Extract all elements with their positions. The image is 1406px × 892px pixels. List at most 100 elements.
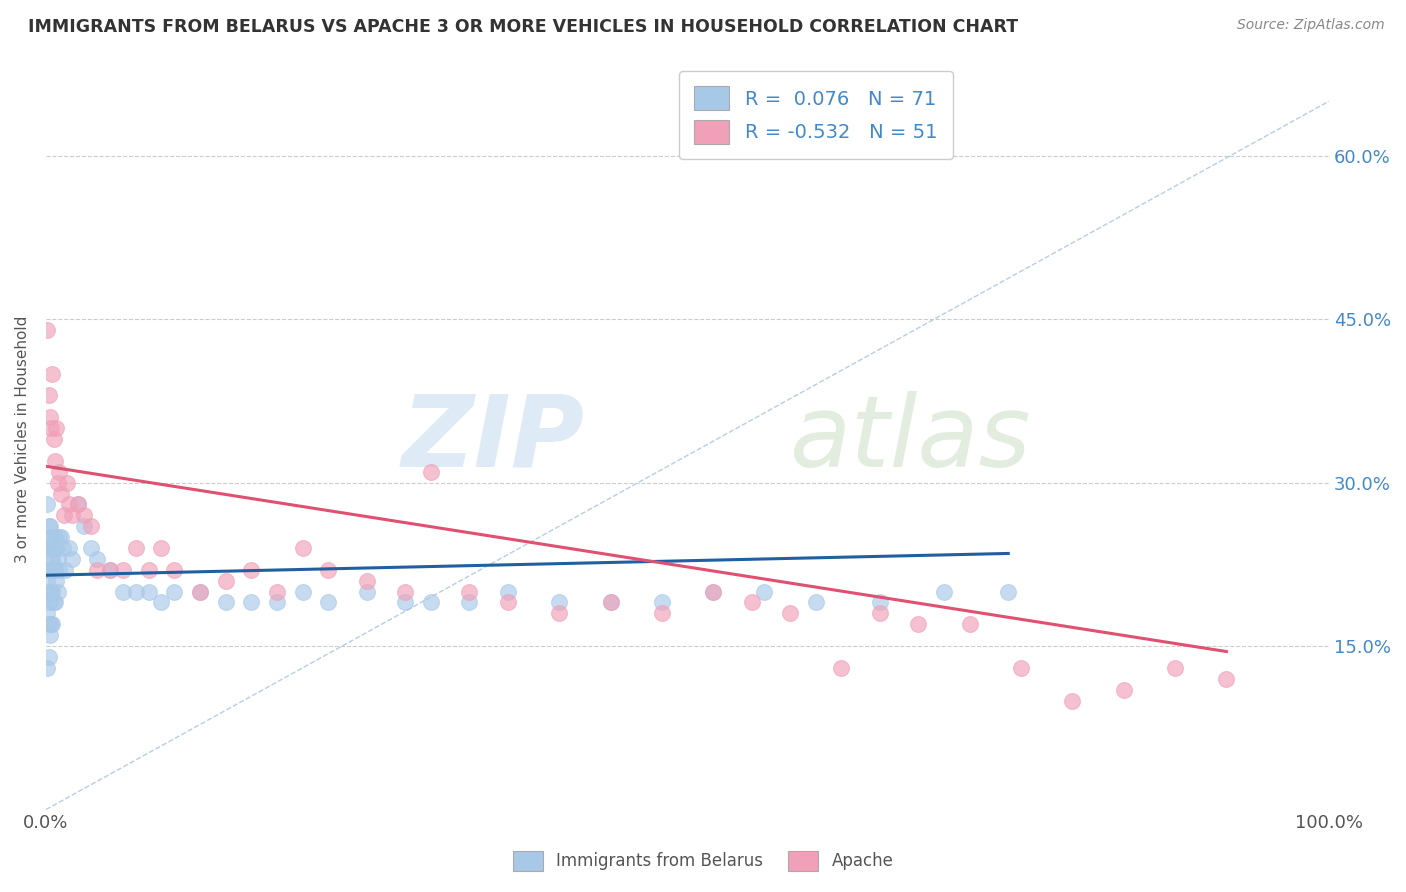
Point bbox=[41, 584, 63, 599]
Point bbox=[46, 584, 69, 599]
Point bbox=[80, 541, 103, 555]
Point bbox=[188, 584, 211, 599]
Y-axis label: 3 or more Vehicles in Household: 3 or more Vehicles in Household bbox=[15, 316, 30, 563]
Point bbox=[98, 563, 121, 577]
Point bbox=[58, 541, 80, 555]
Legend: Immigrants from Belarus, Apache: Immigrants from Belarus, Apache bbox=[505, 842, 901, 880]
Point bbox=[496, 584, 519, 599]
Point bbox=[45, 541, 67, 555]
Point bbox=[869, 607, 891, 621]
Point bbox=[214, 595, 236, 609]
Point bbox=[38, 541, 60, 555]
Point bbox=[266, 584, 288, 599]
Point bbox=[150, 541, 173, 555]
Point bbox=[46, 475, 69, 490]
Point bbox=[41, 617, 63, 632]
Point bbox=[240, 595, 263, 609]
Point bbox=[125, 584, 148, 599]
Point bbox=[42, 595, 65, 609]
Point bbox=[86, 563, 108, 577]
Point bbox=[41, 367, 63, 381]
Point bbox=[997, 584, 1019, 599]
Point bbox=[38, 519, 60, 533]
Point bbox=[38, 388, 60, 402]
Point bbox=[60, 508, 83, 523]
Point bbox=[702, 584, 724, 599]
Point bbox=[38, 541, 60, 555]
Point bbox=[138, 584, 160, 599]
Point bbox=[45, 421, 67, 435]
Point bbox=[41, 552, 63, 566]
Point bbox=[394, 595, 416, 609]
Point bbox=[150, 595, 173, 609]
Point bbox=[55, 475, 77, 490]
Point bbox=[44, 595, 66, 609]
Point bbox=[38, 584, 60, 599]
Point bbox=[548, 607, 571, 621]
Point bbox=[51, 486, 73, 500]
Point bbox=[39, 421, 62, 435]
Point bbox=[188, 584, 211, 599]
Point bbox=[48, 530, 70, 544]
Point bbox=[496, 595, 519, 609]
Text: IMMIGRANTS FROM BELARUS VS APACHE 3 OR MORE VEHICLES IN HOUSEHOLD CORRELATION CH: IMMIGRANTS FROM BELARUS VS APACHE 3 OR M… bbox=[28, 18, 1018, 36]
Point bbox=[458, 595, 481, 609]
Point bbox=[39, 552, 62, 566]
Point bbox=[804, 595, 827, 609]
Point bbox=[419, 595, 441, 609]
Point bbox=[48, 465, 70, 479]
Point bbox=[125, 541, 148, 555]
Point bbox=[44, 563, 66, 577]
Point bbox=[214, 574, 236, 588]
Point bbox=[38, 519, 60, 533]
Point bbox=[37, 541, 59, 555]
Point bbox=[39, 530, 62, 544]
Point bbox=[38, 595, 60, 609]
Point bbox=[316, 595, 339, 609]
Point bbox=[42, 432, 65, 446]
Point bbox=[599, 595, 621, 609]
Point bbox=[39, 584, 62, 599]
Point bbox=[98, 563, 121, 577]
Point bbox=[44, 530, 66, 544]
Point bbox=[1062, 693, 1084, 707]
Point bbox=[37, 497, 59, 511]
Point bbox=[394, 584, 416, 599]
Point bbox=[42, 563, 65, 577]
Point bbox=[779, 607, 801, 621]
Point bbox=[45, 574, 67, 588]
Point bbox=[266, 595, 288, 609]
Point bbox=[458, 584, 481, 599]
Point bbox=[111, 584, 134, 599]
Point bbox=[932, 584, 955, 599]
Point bbox=[1010, 661, 1032, 675]
Point bbox=[67, 497, 90, 511]
Point bbox=[356, 584, 378, 599]
Point bbox=[138, 563, 160, 577]
Point bbox=[42, 541, 65, 555]
Point bbox=[52, 508, 75, 523]
Point bbox=[46, 552, 69, 566]
Point bbox=[38, 410, 60, 425]
Point bbox=[48, 563, 70, 577]
Point bbox=[419, 465, 441, 479]
Point bbox=[907, 617, 929, 632]
Point bbox=[291, 541, 314, 555]
Point bbox=[44, 454, 66, 468]
Point bbox=[651, 607, 673, 621]
Point bbox=[548, 595, 571, 609]
Point bbox=[702, 584, 724, 599]
Text: ZIP: ZIP bbox=[402, 391, 585, 488]
Point bbox=[52, 541, 75, 555]
Point bbox=[58, 497, 80, 511]
Point bbox=[111, 563, 134, 577]
Legend: R =  0.076   N = 71, R = -0.532   N = 51: R = 0.076 N = 71, R = -0.532 N = 51 bbox=[679, 70, 953, 159]
Point bbox=[86, 552, 108, 566]
Point bbox=[291, 584, 314, 599]
Point bbox=[599, 595, 621, 609]
Point bbox=[73, 508, 96, 523]
Point bbox=[316, 563, 339, 577]
Point bbox=[80, 519, 103, 533]
Point bbox=[38, 650, 60, 665]
Point bbox=[651, 595, 673, 609]
